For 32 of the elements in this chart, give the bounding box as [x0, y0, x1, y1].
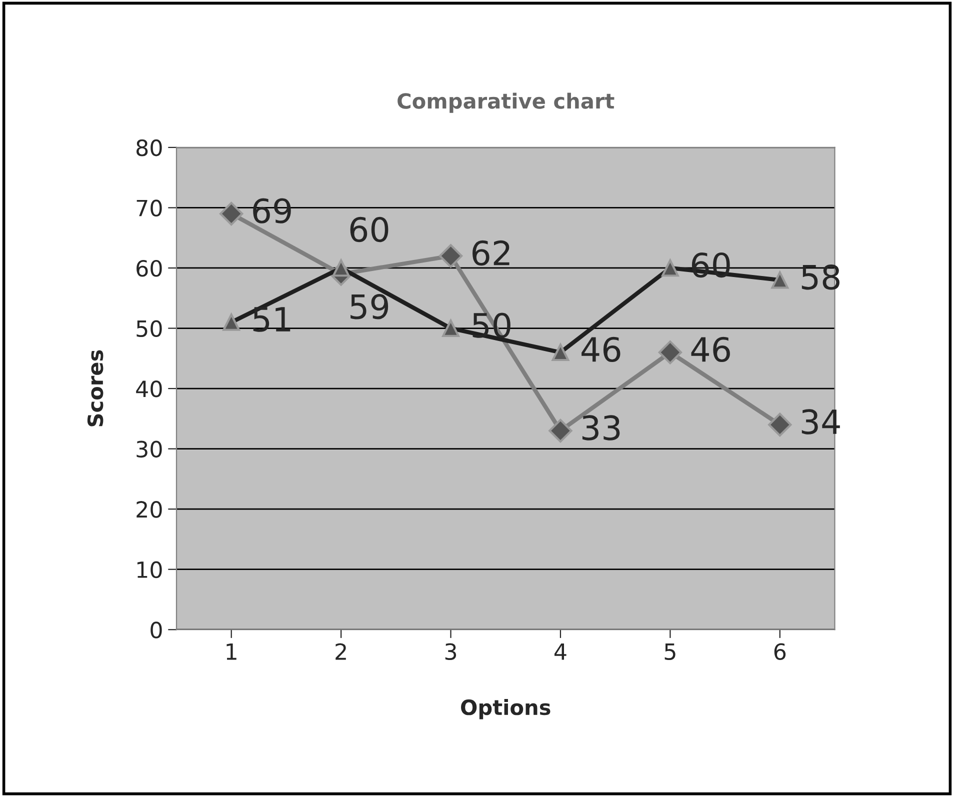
data-label: 51	[253, 307, 290, 332]
x-tick-label: 2	[336, 643, 346, 660]
y-axis-title: Scores	[87, 350, 104, 426]
y-tick-label: 40	[136, 380, 162, 398]
y-tick-label: 80	[136, 139, 162, 156]
data-label: 58	[802, 264, 840, 290]
x-tick-label: 6	[774, 643, 786, 660]
data-label: 33	[582, 415, 620, 440]
y-tick-label: 50	[136, 320, 162, 338]
data-label: 60	[350, 216, 388, 242]
point	[438, 244, 463, 268]
y-tick-label: 30	[136, 440, 162, 458]
x-tick-label: 1	[226, 644, 236, 660]
data-label: 62	[472, 240, 510, 266]
x-axis-title: Options	[461, 699, 550, 720]
point	[548, 418, 572, 443]
data-label: 59	[350, 294, 388, 320]
y-tick-label: 60	[136, 260, 162, 277]
point	[768, 412, 792, 437]
data-label: 34	[802, 409, 840, 434]
y-tick-label: 10	[137, 561, 162, 578]
data-label: 46	[691, 336, 730, 362]
x-tick-label: 3	[445, 643, 456, 660]
x-tick-label: 5	[664, 644, 676, 660]
chart-title: Comparative chart	[398, 92, 614, 113]
y-tick-label: 20	[136, 501, 162, 518]
x-tick-label: 4	[554, 644, 566, 660]
y-tick-label: 70	[136, 200, 162, 216]
point	[219, 202, 244, 226]
point	[658, 340, 682, 364]
data-label: 46	[582, 336, 620, 362]
y-tick-label: 0	[150, 622, 162, 638]
